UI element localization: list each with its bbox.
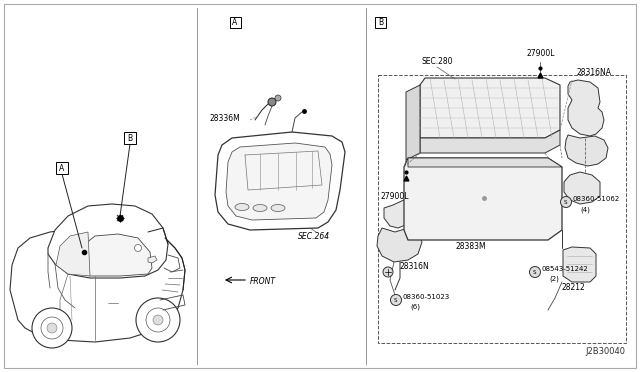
- Text: 28316NA: 28316NA: [577, 67, 612, 77]
- Bar: [376, 16, 387, 28]
- Polygon shape: [72, 234, 152, 276]
- Circle shape: [390, 295, 401, 305]
- Polygon shape: [563, 247, 596, 282]
- Text: SEC.264: SEC.264: [298, 232, 330, 241]
- Polygon shape: [226, 143, 332, 220]
- Polygon shape: [420, 130, 560, 153]
- Text: B: B: [378, 17, 383, 26]
- Circle shape: [561, 196, 572, 208]
- Bar: [230, 16, 241, 28]
- Text: 08360-51062: 08360-51062: [573, 196, 620, 202]
- Text: (2): (2): [549, 276, 559, 282]
- Polygon shape: [48, 204, 168, 278]
- Text: B: B: [127, 134, 132, 142]
- Ellipse shape: [253, 205, 267, 212]
- Circle shape: [134, 244, 141, 251]
- Polygon shape: [56, 232, 90, 276]
- Polygon shape: [565, 135, 608, 166]
- Text: A: A: [60, 164, 65, 173]
- Text: 27900L: 27900L: [527, 49, 556, 58]
- Polygon shape: [564, 172, 600, 204]
- Polygon shape: [215, 132, 345, 230]
- Ellipse shape: [235, 203, 249, 211]
- Polygon shape: [377, 228, 422, 262]
- Ellipse shape: [271, 205, 285, 212]
- Text: (4): (4): [580, 206, 590, 212]
- Circle shape: [275, 95, 281, 101]
- Polygon shape: [420, 78, 560, 138]
- Text: (6): (6): [410, 304, 420, 311]
- Bar: [56, 162, 68, 174]
- Circle shape: [136, 298, 180, 342]
- Circle shape: [268, 98, 276, 106]
- Bar: [378, 75, 626, 343]
- Circle shape: [529, 266, 541, 278]
- Text: 08543-51242: 08543-51242: [542, 266, 589, 272]
- Circle shape: [383, 267, 393, 277]
- Circle shape: [47, 323, 57, 333]
- Text: FRONT: FRONT: [250, 277, 276, 286]
- Circle shape: [41, 317, 63, 339]
- Circle shape: [32, 308, 72, 348]
- Text: SEC.280: SEC.280: [421, 57, 452, 66]
- Text: 27900L: 27900L: [381, 192, 410, 201]
- Polygon shape: [568, 80, 604, 136]
- Text: 28383M: 28383M: [456, 242, 486, 251]
- Text: 28212: 28212: [562, 283, 586, 292]
- Polygon shape: [10, 226, 185, 342]
- Circle shape: [153, 315, 163, 325]
- Text: S: S: [563, 199, 567, 205]
- Text: S: S: [532, 269, 536, 275]
- Text: 28316N: 28316N: [400, 262, 429, 271]
- Text: A: A: [232, 17, 237, 26]
- Circle shape: [146, 308, 170, 332]
- Bar: [124, 132, 136, 144]
- Polygon shape: [406, 85, 420, 160]
- Text: S: S: [393, 298, 397, 302]
- Text: J2B30040: J2B30040: [585, 347, 625, 356]
- Polygon shape: [148, 256, 157, 263]
- Text: 08360-51023: 08360-51023: [403, 294, 451, 300]
- Polygon shape: [404, 158, 562, 240]
- Polygon shape: [384, 198, 418, 228]
- Polygon shape: [408, 158, 562, 167]
- Text: 28336M: 28336M: [209, 113, 240, 122]
